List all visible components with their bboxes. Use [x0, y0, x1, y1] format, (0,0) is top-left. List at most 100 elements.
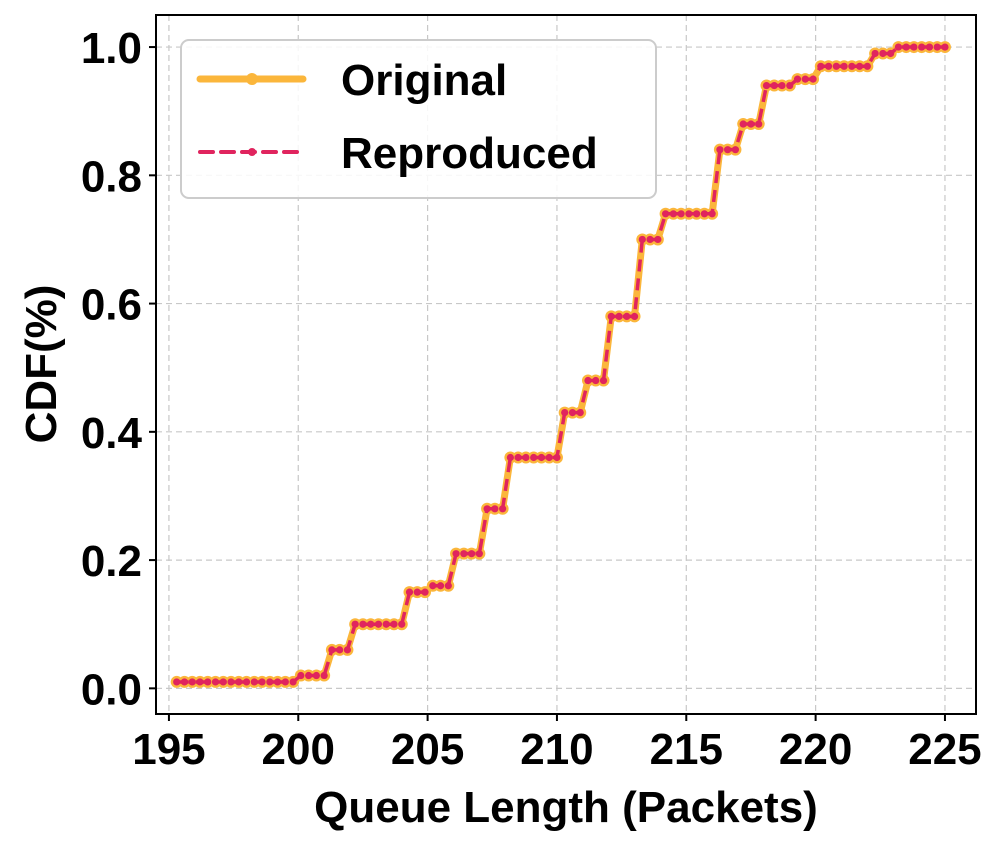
series-reproduced-point [173, 678, 181, 686]
series-reproduced-point [848, 62, 856, 70]
series-reproduced-point [250, 678, 258, 686]
series-reproduced-point [312, 671, 320, 680]
series-reproduced-point [444, 582, 452, 590]
series-reproduced-point [413, 588, 421, 596]
series-reproduced-point [180, 678, 189, 686]
series-reproduced-point [382, 620, 390, 628]
series-reproduced-point [227, 678, 235, 686]
series-reproduced-line [176, 45, 945, 684]
series-reproduced-point [793, 75, 802, 83]
x-tick-label: 210 [520, 725, 593, 774]
x-tick-label: 195 [132, 725, 205, 774]
series-reproduced-point [561, 408, 569, 417]
series-reproduced-point [731, 146, 740, 154]
y-tick-label: 0.6 [81, 281, 142, 330]
series-reproduced-point [204, 678, 212, 686]
series-reproduced-point [211, 678, 220, 686]
series-reproduced-point [879, 49, 887, 58]
series-reproduced-point [623, 312, 631, 321]
series-reproduced-point [809, 75, 817, 83]
y-tick-label: 1.0 [81, 24, 142, 73]
series-reproduced-point [755, 120, 763, 128]
series-reproduced-point [661, 210, 670, 218]
series-reproduced-point [499, 505, 507, 513]
series-reproduced-point [374, 620, 383, 628]
series-reproduced-point [724, 146, 732, 154]
series-reproduced-point [716, 146, 724, 154]
series-reproduced-point [576, 408, 584, 417]
series-layer [170, 41, 951, 688]
series-reproduced-point [832, 62, 840, 70]
y-tick-label: 0.0 [81, 665, 142, 714]
series-reproduced-point [320, 671, 328, 680]
series-reproduced-point [452, 550, 460, 558]
x-axis-title: Queue Length (Packets) [314, 783, 818, 832]
series-reproduced-point [708, 210, 716, 218]
legend-swatch-reproduced-marker [248, 148, 256, 156]
series-reproduced-point [918, 43, 926, 51]
series-reproduced-point [638, 235, 646, 244]
series-reproduced-point [328, 646, 336, 654]
x-tick-label: 220 [779, 725, 852, 774]
plot-frame [155, 14, 977, 715]
series-reproduced-point [188, 678, 196, 686]
series-reproduced-point [669, 210, 677, 218]
series-reproduced-point [491, 505, 499, 513]
series-reproduced-point [863, 62, 871, 70]
series-reproduced-point [770, 81, 778, 90]
series-reproduced-point [553, 453, 561, 462]
series-reproduced-point [530, 453, 538, 462]
ticks-layer: 195 200 205 210 215 220 225 0.0 0.2 0.4 0.6 0.8 1.0 [81, 24, 982, 774]
series-reproduced-point [599, 376, 608, 385]
series-reproduced-point [693, 210, 701, 218]
series-reproduced-point [281, 678, 289, 686]
series-reproduced-point [778, 81, 786, 90]
series-reproduced-point [677, 210, 685, 218]
series-reproduced-point [343, 646, 352, 654]
x-tick-label: 200 [262, 725, 335, 774]
series-reproduced-point [685, 210, 693, 218]
series-reproduced-point [910, 43, 918, 51]
series-reproduced-point [700, 210, 708, 218]
series-reproduced-point [801, 75, 809, 83]
series-reproduced-point [592, 376, 600, 385]
series-reproduced-point [235, 678, 243, 686]
series-reproduced-point [545, 453, 553, 462]
series-reproduced-point [242, 678, 251, 686]
series-reproduced-point [607, 312, 615, 321]
series-reproduced-point [289, 678, 297, 686]
x-tick-label: 225 [908, 725, 981, 774]
series-reproduced-point [739, 120, 747, 128]
legend-label-original: Original [341, 56, 507, 105]
series-reproduced-point [421, 588, 429, 596]
series-reproduced-point [405, 588, 414, 596]
series-reproduced-point [429, 582, 437, 590]
legend-label-reproduced: Reproduced [341, 129, 598, 178]
series-reproduced-point [855, 62, 864, 70]
x-tick-label: 215 [650, 725, 723, 774]
y-tick-label: 0.4 [81, 409, 143, 458]
y-tick-label: 0.8 [81, 152, 142, 201]
series-reproduced-point [887, 49, 895, 58]
series-reproduced-point [537, 453, 546, 462]
series-reproduced-point [436, 582, 445, 590]
series-reproduced-point [615, 312, 623, 321]
series-reproduced-point [522, 453, 530, 462]
series-reproduced-point [297, 671, 305, 680]
y-axis-title: CDF(%) [17, 285, 66, 444]
series-reproduced-point [467, 550, 476, 558]
series-reproduced-point [266, 678, 274, 686]
series-reproduced-point [925, 43, 934, 51]
x-tick-label: 205 [391, 725, 464, 774]
series-reproduced-point [894, 43, 902, 51]
series-reproduced-point [654, 235, 662, 244]
series-reproduced-point [390, 620, 398, 628]
series-reproduced-point [817, 62, 825, 70]
series-reproduced-point [840, 62, 848, 70]
series-reproduced-point [483, 505, 491, 513]
legend-swatch-original-marker [246, 73, 258, 85]
series-reproduced-point [367, 620, 375, 628]
series-reproduced-point [219, 678, 227, 686]
series-reproduced-point [824, 62, 833, 70]
series-reproduced-point [871, 49, 879, 58]
